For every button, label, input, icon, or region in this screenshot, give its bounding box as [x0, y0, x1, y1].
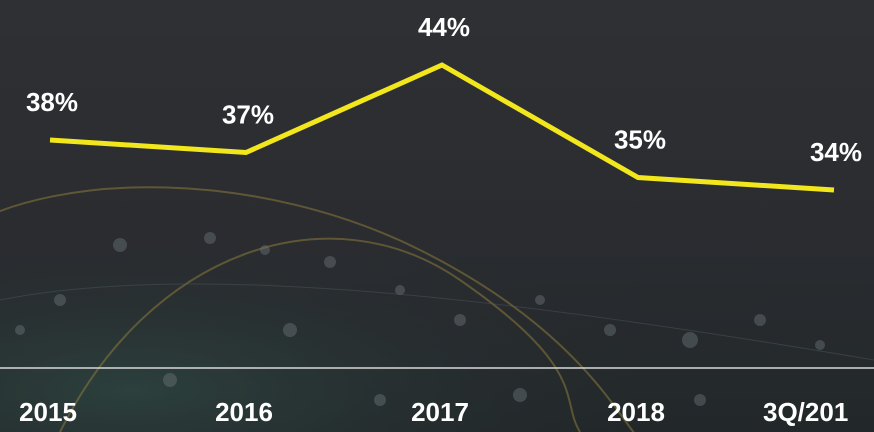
x-tick-label: 2015: [19, 397, 77, 427]
background-glow: [0, 150, 874, 432]
value-label: 44%: [418, 12, 470, 42]
value-label: 37%: [222, 99, 274, 129]
x-tick-label: 2018: [607, 397, 665, 427]
x-tick-label: 2017: [411, 397, 469, 427]
x-tick-label: 3Q/201: [763, 397, 848, 427]
value-label: 38%: [26, 87, 78, 117]
value-label: 35%: [614, 124, 666, 154]
chart: 38% 37% 44% 35% 34% 2015 2016 2017 2018 3Q/201: [0, 0, 874, 432]
page: {"chart_data": {"type": "line", "categor…: [0, 0, 874, 432]
x-tick-label: 2016: [215, 397, 273, 427]
value-label: 34%: [810, 137, 862, 167]
